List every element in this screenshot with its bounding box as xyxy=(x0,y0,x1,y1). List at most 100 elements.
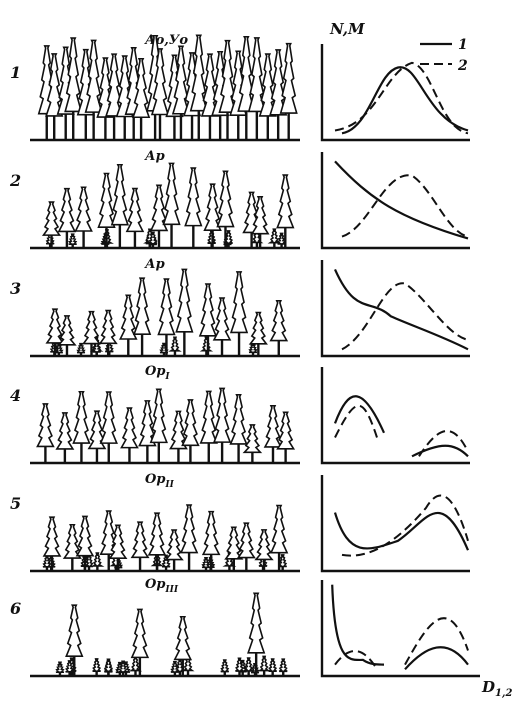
graph-axes xyxy=(320,475,470,573)
row-number: 2 xyxy=(9,171,21,190)
tree-crown xyxy=(104,658,113,673)
tree-crown xyxy=(68,233,78,245)
tree-crown xyxy=(258,53,277,117)
tree-crown xyxy=(199,336,214,352)
tree-crown xyxy=(157,278,176,336)
tree-crown xyxy=(97,172,116,228)
graph-axes xyxy=(320,152,470,250)
graph xyxy=(335,496,468,556)
tree-crown xyxy=(171,45,191,115)
tree-crown xyxy=(128,655,143,672)
stand-label: Ар xyxy=(144,149,165,164)
tree-crown xyxy=(92,340,102,353)
curve-2 xyxy=(342,283,468,349)
curve-2 xyxy=(335,406,468,457)
legend-label: 2 xyxy=(457,58,468,74)
graph-axes xyxy=(320,367,470,465)
tree-crown xyxy=(276,411,296,450)
tree-crown xyxy=(55,412,75,450)
tree-crown xyxy=(229,394,248,445)
tree-crown xyxy=(118,294,138,340)
tree-crown xyxy=(173,615,193,661)
tree-crown xyxy=(138,400,157,447)
tree-crown xyxy=(248,311,268,345)
tree-crown xyxy=(130,521,150,559)
tree-crown xyxy=(130,608,150,659)
curve-1 xyxy=(335,396,468,456)
curve-2 xyxy=(342,496,468,556)
tree-crown xyxy=(42,516,62,557)
graph xyxy=(335,396,468,456)
tree-crown xyxy=(131,57,151,119)
tree-crown xyxy=(65,604,84,657)
tree-crown xyxy=(277,232,287,245)
tree-crown xyxy=(65,660,75,673)
tree-crown xyxy=(115,55,134,118)
x-axis-label-main: D xyxy=(481,678,495,696)
tree-crown xyxy=(269,504,289,554)
tree-crown xyxy=(279,42,298,114)
graph xyxy=(335,63,468,134)
stand-label: ОрII xyxy=(145,472,175,490)
tree-crown xyxy=(247,37,266,113)
tree-crown xyxy=(99,510,119,556)
tree-crown xyxy=(267,228,282,244)
tree-crown xyxy=(57,315,77,346)
tree-crown xyxy=(247,592,266,654)
curve-1 xyxy=(335,513,468,551)
tree-crown xyxy=(92,658,102,673)
tree-crown xyxy=(179,504,199,554)
tree-crown xyxy=(132,277,152,336)
tree-crown xyxy=(269,49,288,116)
legend-label: 1 xyxy=(458,37,468,53)
tree-crown xyxy=(149,184,169,232)
graph xyxy=(332,585,468,670)
row-number: 6 xyxy=(10,599,21,618)
tree-crown xyxy=(278,554,288,568)
graph xyxy=(335,161,468,238)
tree-crown xyxy=(236,522,256,559)
tree-crown xyxy=(218,39,237,113)
tree-crown xyxy=(162,162,181,226)
tree-crown xyxy=(254,529,274,561)
tree-crown xyxy=(184,167,203,227)
tree-crown xyxy=(257,655,271,672)
y-axis-label: N,M xyxy=(329,20,365,38)
tree-crown xyxy=(150,48,170,116)
tree-crown xyxy=(248,342,258,354)
tree-crown xyxy=(203,183,222,231)
curve-2 xyxy=(342,175,468,236)
curve-1 xyxy=(335,269,468,349)
tree-crown xyxy=(87,410,107,450)
tree-crown xyxy=(224,526,244,560)
tree-crown xyxy=(98,309,118,345)
row-number: 1 xyxy=(10,63,21,82)
row-number: 5 xyxy=(10,494,21,513)
curve-1 xyxy=(342,67,468,133)
tree-crown xyxy=(242,424,263,454)
tree-crown xyxy=(268,658,278,673)
graph-axes xyxy=(320,260,470,358)
tree-crown xyxy=(120,407,139,449)
tree-crown xyxy=(99,391,118,444)
curve-1 xyxy=(332,585,468,670)
tree-crown xyxy=(148,231,158,245)
stand-label-sub: I xyxy=(164,372,170,382)
tree-crown xyxy=(90,552,105,567)
tree-crown xyxy=(75,515,95,557)
tree-crown xyxy=(229,271,249,334)
curve-1 xyxy=(335,161,468,238)
tree-crown xyxy=(76,342,86,354)
graph-axes xyxy=(320,580,480,678)
tree-crown xyxy=(220,659,230,673)
tree-crown xyxy=(147,512,167,556)
tree-crown xyxy=(62,523,82,559)
graph xyxy=(335,269,468,349)
tree-crown xyxy=(250,196,270,235)
stand-label-sub: II xyxy=(164,480,174,490)
tree-crown xyxy=(216,170,235,228)
tree-crown xyxy=(169,410,188,450)
curve-2 xyxy=(335,618,468,669)
tree-crown xyxy=(198,283,218,337)
